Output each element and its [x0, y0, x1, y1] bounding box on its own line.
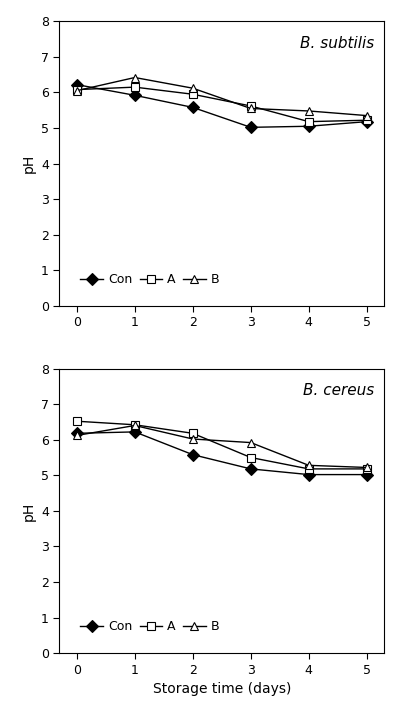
Text: B. subtilis: B. subtilis: [300, 36, 374, 50]
Y-axis label: pH: pH: [21, 501, 35, 520]
Text: B. cereus: B. cereus: [303, 383, 374, 398]
Legend: Con, A, B: Con, A, B: [75, 616, 224, 638]
X-axis label: Storage time (days): Storage time (days): [152, 682, 291, 697]
Legend: Con, A, B: Con, A, B: [75, 268, 224, 291]
Y-axis label: pH: pH: [21, 154, 35, 173]
